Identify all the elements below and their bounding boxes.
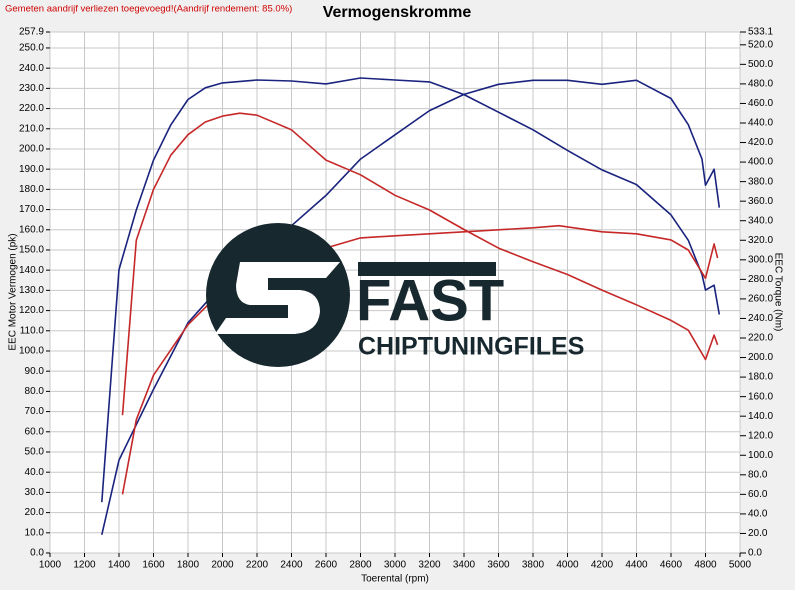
y-tick-label: 140.0: [19, 265, 44, 276]
x-tick-label: 4200: [591, 560, 614, 571]
y-tick-label: 190.0: [19, 164, 44, 175]
x-tick-label: 3600: [487, 560, 510, 571]
y-tick-label: 250.0: [19, 43, 44, 54]
x-tick-label: 1400: [108, 560, 131, 571]
x-tick-label: 3400: [453, 560, 476, 571]
y2-tick-label: 180.0: [748, 372, 773, 383]
y2-tick-label: 220.0: [748, 333, 773, 344]
y2-tick-label: 260.0: [748, 294, 773, 305]
y2-tick-label: 140.0: [748, 411, 773, 422]
y-tick-label: 150.0: [19, 245, 44, 256]
x-tick-label: 2600: [315, 560, 338, 571]
y2-tick-label: 533.1: [748, 27, 773, 38]
y-tick-label: 0.0: [30, 548, 44, 559]
y2-tick-label: 420.0: [748, 137, 773, 148]
y-tick-label: 160.0: [19, 224, 44, 235]
x-tick-label: 4800: [694, 560, 717, 571]
y2-tick-label: 400.0: [748, 157, 773, 168]
y-tick-label: 70.0: [25, 406, 45, 417]
y-tick-label: 20.0: [25, 507, 45, 518]
y2-tick-label: 20.0: [748, 528, 768, 539]
curve: [101, 77, 721, 503]
y2-tick-label: 40.0: [748, 509, 768, 520]
x-tick-label: 4400: [625, 560, 648, 571]
x-tick-label: 2400: [280, 560, 303, 571]
y-tick-label: 120.0: [19, 305, 44, 316]
y-tick-label: 90.0: [25, 366, 45, 377]
x-tick-label: 4000: [556, 560, 579, 571]
y-tick-label: 50.0: [25, 447, 45, 458]
y-tick-label: 240.0: [19, 63, 44, 74]
logo-tagline: CHIPTUNINGFILES: [358, 333, 584, 361]
curve: [121, 224, 719, 495]
x-tick-label: 2800: [349, 560, 372, 571]
x-tick-label: 3200: [418, 560, 441, 571]
y-tick-label: 100.0: [19, 346, 44, 357]
watermark: FAST CHIPTUNINGFILES: [206, 223, 584, 367]
x-tick-label: 3000: [384, 560, 407, 571]
y2-tick-label: 340.0: [748, 215, 773, 226]
y2-tick-label: 300.0: [748, 254, 773, 265]
y2-tick-label: 240.0: [748, 313, 773, 324]
y-tick-label: 200.0: [19, 144, 44, 155]
logo-brand: FAST: [356, 268, 504, 333]
y-axis-label: EEC Motor Vermogen (pk): [8, 233, 19, 350]
y-tick-label: 170.0: [19, 204, 44, 215]
x-tick-label: 1200: [73, 560, 96, 571]
logo-bar: [358, 262, 496, 276]
x-tick-label: 1000: [39, 560, 62, 571]
y2-tick-label: 480.0: [748, 79, 773, 90]
y2-tick-label: 80.0: [748, 469, 768, 480]
y-tick-label: 30.0: [25, 487, 45, 498]
x-axis-label: Toerental (rpm): [361, 574, 429, 585]
y-tick-label: 220.0: [19, 103, 44, 114]
y2-axis-label: EEC Torque (Nm): [772, 253, 783, 332]
y2-tick-label: 280.0: [748, 274, 773, 285]
y2-tick-label: 380.0: [748, 176, 773, 187]
y-tick-label: 80.0: [25, 386, 45, 397]
curve: [121, 112, 719, 416]
y-tick-label: 110.0: [20, 325, 45, 336]
y2-tick-label: 440.0: [748, 118, 773, 129]
x-tick-label: 3800: [522, 560, 545, 571]
y2-tick-label: 0.0: [748, 548, 762, 559]
y-tick-label: 40.0: [25, 467, 45, 478]
y-tick-label: 230.0: [19, 83, 44, 94]
y2-tick-label: 460.0: [748, 98, 773, 109]
y-tick-label: 257.9: [19, 27, 44, 38]
y-tick-label: 210.0: [19, 123, 44, 134]
y2-tick-label: 360.0: [748, 196, 773, 207]
y2-tick-label: 500.0: [748, 59, 773, 70]
y2-tick-label: 200.0: [748, 352, 773, 363]
x-tick-label: 1600: [142, 560, 165, 571]
y2-tick-label: 520.0: [748, 39, 773, 50]
y2-tick-label: 60.0: [748, 489, 768, 500]
x-tick-label: 1800: [177, 560, 200, 571]
y2-tick-label: 100.0: [748, 450, 773, 461]
y2-tick-label: 120.0: [748, 430, 773, 441]
y-tick-label: 130.0: [19, 285, 44, 296]
y2-tick-label: 160.0: [748, 391, 773, 402]
y-tick-label: 60.0: [25, 426, 45, 437]
y-tick-label: 10.0: [25, 527, 45, 538]
x-tick-label: 5000: [729, 560, 752, 571]
y-tick-label: 180.0: [19, 184, 44, 195]
chart-title: Vermogenskromme: [323, 4, 472, 21]
x-tick-label: 2000: [211, 560, 234, 571]
x-tick-label: 4600: [660, 560, 683, 571]
note: Gemeten aandrijf verliezen toegevoegd!(A…: [5, 4, 292, 15]
logo-s: [215, 262, 340, 334]
y2-tick-label: 320.0: [748, 235, 773, 246]
x-tick-label: 2200: [246, 560, 269, 571]
